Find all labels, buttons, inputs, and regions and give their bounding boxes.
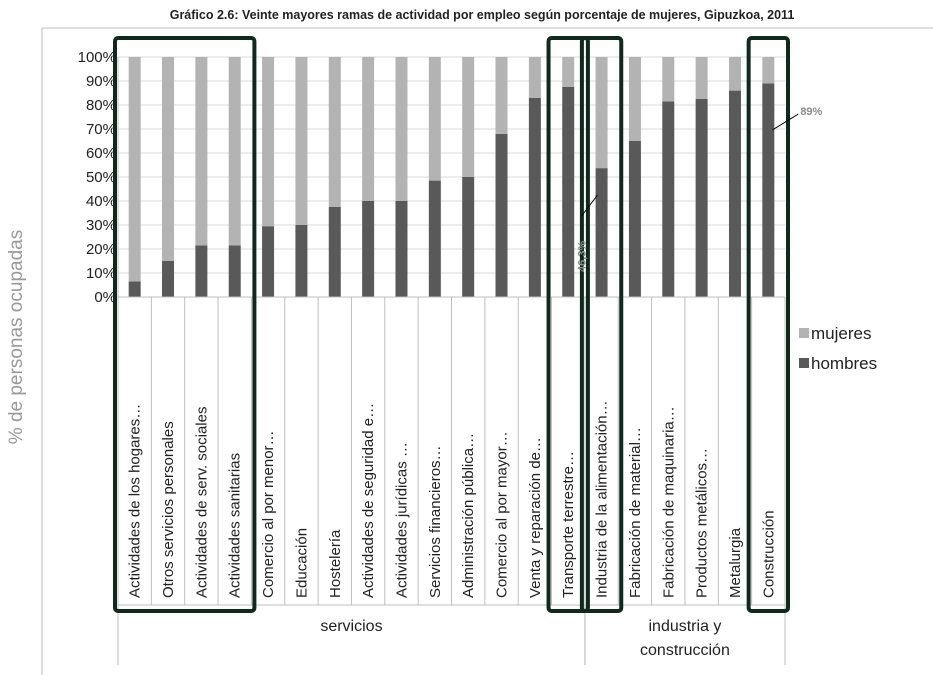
category-groups: servicios industria y construcción	[117, 605, 786, 665]
bar-hombres	[128, 281, 141, 297]
category-label: Fabricación de maquinaria…	[660, 406, 677, 598]
legend-swatch	[799, 328, 809, 338]
category-label: Construcción	[760, 510, 777, 598]
highlight-box	[113, 36, 257, 613]
bar-hombres	[428, 180, 441, 297]
bar-hombres	[528, 97, 541, 297]
bar-mujeres	[462, 57, 475, 177]
highlight-boxes	[113, 36, 791, 613]
y-axis-label: % de personas ocupadas	[6, 230, 27, 444]
bar-mujeres	[628, 57, 641, 141]
category-label: Metalurgia	[727, 527, 744, 598]
category-label: Fabricación de material…	[627, 427, 644, 598]
legend-label: mujeres	[811, 324, 871, 343]
bar-hombres	[562, 87, 575, 297]
category-label: Actividades jurídicas …	[393, 442, 410, 598]
annotation-label: 89%	[800, 106, 822, 118]
bar-hombres	[162, 261, 175, 297]
annotation-leader	[772, 113, 799, 131]
y-tick-label: 60%	[86, 145, 116, 162]
bar-mujeres	[662, 57, 675, 102]
y-tick-label: 90%	[86, 73, 116, 90]
bar-mujeres	[428, 57, 441, 181]
bar-hombres	[462, 177, 475, 297]
annotation-label: 46,3%	[577, 241, 589, 272]
bar-hombres	[195, 245, 208, 297]
category-label: Actividades de los hogares…	[127, 404, 144, 598]
axes	[41, 27, 933, 675]
y-tick-label: 50%	[86, 169, 116, 186]
y-tick-label: 30%	[86, 217, 116, 234]
bar-mujeres	[595, 57, 608, 169]
bar-mujeres	[295, 57, 308, 225]
bar-hombres	[662, 101, 675, 298]
bar-mujeres	[728, 57, 741, 91]
chart-title: Gráfico 2.6: Veinte mayores ramas de act…	[170, 8, 795, 22]
bars	[128, 57, 775, 298]
category-label: Productos metálicos…	[694, 448, 711, 598]
bar-hombres	[362, 201, 375, 297]
bar-hombres	[628, 141, 641, 297]
category-label: Industria de la alimentación…	[594, 400, 611, 598]
legend-label: hombres	[811, 354, 877, 373]
legend: mujeres hombres	[799, 324, 877, 373]
bar-hombres	[295, 225, 308, 297]
y-tick-label: 20%	[86, 241, 116, 258]
bar-mujeres	[528, 57, 541, 98]
category-label: Comercio al por mayor…	[494, 431, 511, 598]
bar-mujeres	[362, 57, 375, 201]
highlight-box	[579, 36, 624, 613]
category-label: Otros servicios personales	[160, 421, 177, 598]
bar-hombres	[328, 207, 341, 297]
bar-mujeres	[395, 57, 408, 201]
gridlines	[118, 56, 785, 298]
category-label: Venta y reparación de…	[527, 437, 544, 598]
category-label: Actividades sanitarias	[227, 453, 244, 598]
y-axis-ticks: 0% 10% 20% 30% 40% 50% 60% 70% 80% 90% 100%	[78, 49, 116, 306]
category-label: Transporte terrestre…	[560, 451, 577, 598]
bar-hombres	[495, 133, 508, 297]
bar-mujeres	[128, 57, 141, 282]
category-label: Hostelería	[327, 529, 344, 598]
category-label: Actividades de seguridad e…	[360, 403, 377, 598]
annotations: 89% 46,3%	[577, 106, 823, 272]
bar-mujeres	[762, 57, 775, 84]
y-tick-label: 0%	[94, 289, 116, 306]
bar-hombres	[595, 168, 608, 297]
bar-mujeres	[228, 57, 241, 246]
category-label: Actividades de serv. sociales	[193, 407, 210, 598]
group-label: industria y	[648, 618, 721, 635]
y-tick-label: 70%	[86, 121, 116, 138]
y-tick-label: 10%	[86, 265, 116, 282]
legend-swatch	[799, 358, 809, 368]
bar-hombres	[695, 99, 708, 297]
category-labels: Actividades de los hogares… Otros servici…	[127, 400, 778, 598]
category-label: Administración pública…	[460, 433, 477, 598]
bar-hombres	[262, 226, 275, 297]
group-label: servicios	[320, 618, 382, 635]
bar-mujeres	[562, 57, 575, 87]
bar-hombres	[228, 245, 241, 297]
y-tick-label: 80%	[86, 97, 116, 114]
bar-hombres	[395, 201, 408, 297]
category-label: Servicios financieros…	[427, 445, 444, 598]
group-label: construcción	[640, 642, 730, 659]
bar-mujeres	[195, 57, 208, 246]
bar-mujeres	[695, 57, 708, 99]
bar-mujeres	[495, 57, 508, 134]
bar-mujeres	[262, 57, 275, 227]
y-tick-label: 100%	[78, 49, 116, 66]
bar-mujeres	[162, 57, 175, 261]
highlight-box	[746, 36, 791, 613]
category-label: Educación	[293, 528, 310, 598]
highlight-box	[546, 36, 590, 613]
bar-hombres	[762, 83, 775, 298]
y-tick-label: 40%	[86, 193, 116, 210]
category-label: Comercio al por menor…	[260, 430, 277, 598]
bar-hombres	[728, 90, 741, 297]
annotation-leader	[581, 194, 598, 217]
bar-mujeres	[328, 57, 341, 207]
